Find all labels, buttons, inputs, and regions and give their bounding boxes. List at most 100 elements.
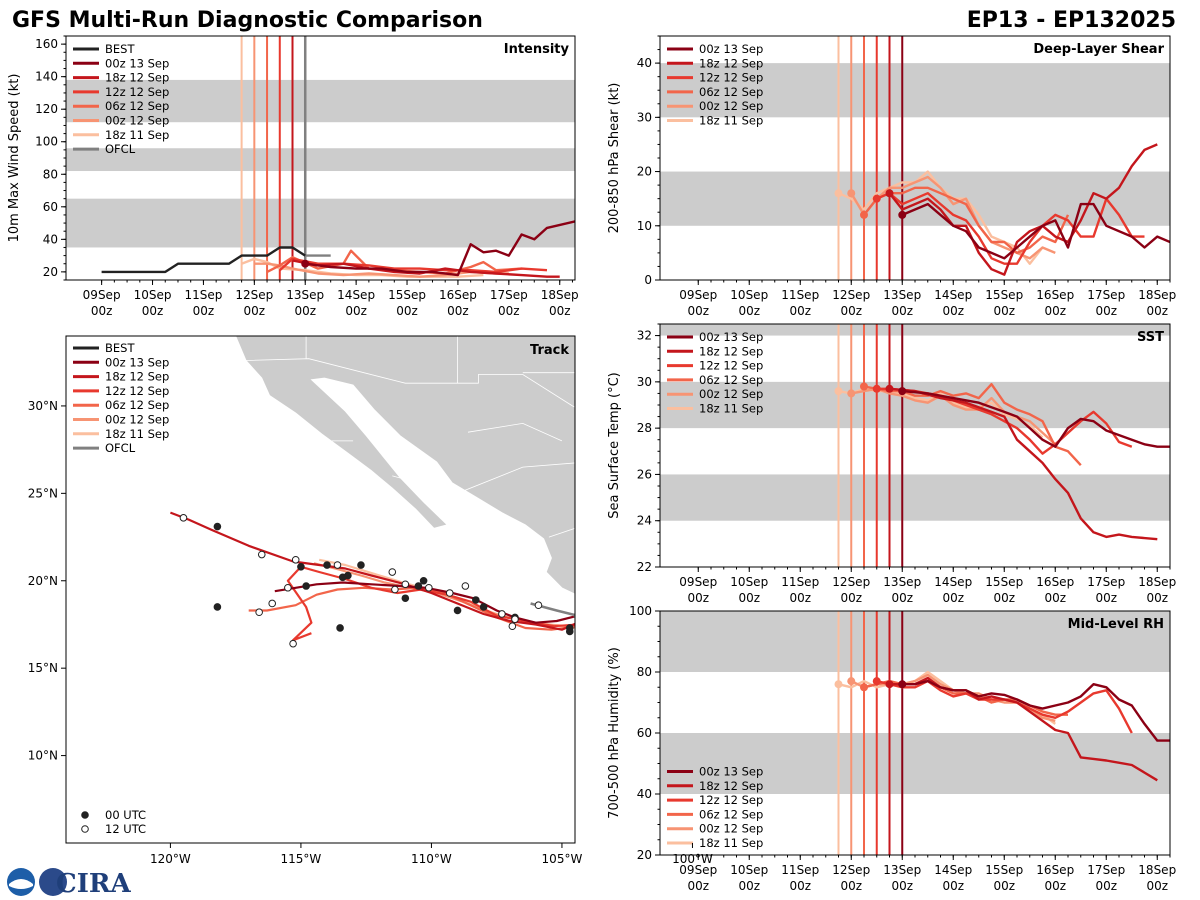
- sst-legend-item-00z-13-sep: 00z 13 Sep: [667, 330, 763, 344]
- sst-xtick-label: 15Sep: [985, 575, 1023, 589]
- rh-plot-area: [660, 611, 1170, 855]
- panel-shear: 0 10 20 30 40 09Sep 00z 10Sep 00z 11Sep 00z 12Sep 00…: [607, 35, 1176, 318]
- rh-series-00z-13-sep: [902, 679, 1170, 742]
- intensity-xtick-sublabel: 00z: [447, 304, 469, 318]
- shear-xtick-label: 11Sep: [781, 288, 819, 302]
- legend-label: 12z 12 Sep: [699, 793, 763, 807]
- track-marker-legend-12-utc: 12 UTC: [81, 822, 146, 836]
- track-marker-12-utc: [333, 561, 342, 569]
- sst-ytick-label: 32: [637, 329, 652, 343]
- rh-xtick-label: 16Sep: [1036, 863, 1074, 877]
- track-legend-item-18z-12-sep: 18z 12 Sep: [73, 370, 169, 384]
- shear-legend-item-18z-11-sep: 18z 11 Sep: [667, 114, 763, 128]
- panel-intensity: 20 40 60 80 100 120 140 160 09Sep 00z 10Sep 00z 11Se…: [7, 35, 579, 318]
- rh-legend-item-18z-12-sep: 18z 12 Sep: [667, 779, 763, 793]
- intensity-ytick-label: 40: [43, 232, 58, 246]
- intensity-xtick-sublabel: 00z: [345, 304, 367, 318]
- panel-rh: 20 40 60 80 100 09Sep 00z 10Sep 00z 11Sep 00z 12Sep…: [607, 604, 1176, 893]
- legend-label: OFCL: [105, 142, 136, 156]
- legend-label: 00z 13 Sep: [699, 42, 763, 56]
- intensity-xtick-sublabel: 00z: [142, 304, 164, 318]
- intensity-band-0: [66, 198, 575, 248]
- track-marker-12-utc: [642, 630, 649, 637]
- shear-start-marker-06z-12-sep: [860, 210, 868, 219]
- legend-label: 00z 12 Sep: [105, 114, 169, 128]
- sst-start-marker-00z-13-sep: [898, 387, 907, 396]
- track-legend-item-18z-11-sep: 18z 11 Sep: [73, 427, 169, 441]
- rh-series-18z-11-sep: [838, 670, 1057, 725]
- intensity-xtick-label: 18Sep: [541, 288, 579, 302]
- track-xtick-label: 100°W: [672, 852, 713, 866]
- track-map-area: [66, 336, 649, 648]
- track-marker-00-utc: [479, 603, 488, 611]
- rh-xtick-sublabel: 00z: [1044, 879, 1066, 893]
- shear-xtick-label: 14Sep: [934, 288, 972, 302]
- track-marker-12-utc: [289, 639, 297, 648]
- track-marker-00-utc: [419, 576, 428, 585]
- sst-xtick-sublabel: 00z: [1044, 591, 1066, 605]
- track-marker-12-utc: [284, 583, 292, 592]
- shear-xtick-label: 15Sep: [985, 288, 1023, 302]
- legend-label: 18z 12 Sep: [699, 56, 763, 70]
- rh-start-marker-00z-12-sep: [847, 677, 856, 686]
- track-marker-12-utc: [425, 583, 433, 592]
- shear-ytick-label: 30: [637, 110, 652, 124]
- intensity-xtick-sublabel: 00z: [498, 304, 520, 318]
- track-marker-legend-00-utc: 00 UTC: [81, 808, 146, 822]
- sst-xtick-label: 18Sep: [1138, 575, 1176, 589]
- sst-start-marker-12z-12-sep: [872, 384, 881, 393]
- intensity-xtick-sublabel: 00z: [549, 304, 571, 318]
- shear-plot-area: [660, 36, 1170, 280]
- track-marker-00-utc: [472, 596, 480, 604]
- rh-start-marker-18z-11-sep: [834, 680, 843, 689]
- intensity-ytick-label: 140: [35, 70, 58, 84]
- storm-id: EP13 - EP132025: [967, 8, 1176, 33]
- intensity-series-12z-12-sep: [279, 257, 548, 274]
- shear-xtick-sublabel: 00z: [1044, 304, 1066, 318]
- legend-label: 18z 12 Sep: [105, 71, 169, 85]
- marker-swatch: [81, 811, 89, 819]
- rh-xtick-label: 13Sep: [883, 863, 921, 877]
- sst-start-marker-00z-12-sep: [847, 389, 856, 398]
- legend-label: 06z 12 Sep: [105, 99, 169, 113]
- track-marker-12-utc: [461, 582, 470, 590]
- rh-xtick-label: 09Sep: [679, 863, 717, 877]
- rh-xtick-sublabel: 00z: [789, 879, 811, 893]
- track-panel-title: Track: [530, 343, 569, 358]
- intensity-ytick-label: 80: [43, 167, 58, 181]
- rh-band-1: [660, 611, 1170, 672]
- track-marker-00-utc: [213, 603, 222, 611]
- shear-ytick-label: 10: [637, 219, 652, 233]
- intensity-xtick-label: 17Sep: [490, 288, 528, 302]
- track-marker-12-utc: [291, 555, 300, 564]
- panel-sst: 22 24 26 28 30 32 09Sep 00z 10Sep 00z 11Sep 00z 12Se…: [607, 323, 1176, 605]
- intensity-legend-item-best: BEST: [73, 42, 135, 56]
- rh-ytick-label: 20: [637, 848, 652, 862]
- shear-xtick-label: 10Sep: [730, 288, 768, 302]
- border-line-6: [392, 462, 575, 494]
- shear-legend-item-00z-12-sep: 00z 12 Sep: [667, 99, 763, 113]
- sst-xtick-sublabel: 00z: [891, 591, 913, 605]
- sst-xtick-sublabel: 00z: [993, 591, 1015, 605]
- sst-legend-item-06z-12-sep: 06z 12 Sep: [667, 373, 763, 387]
- rh-start-marker-00z-13-sep: [898, 680, 907, 689]
- intensity-xtick-sublabel: 00z: [91, 304, 113, 318]
- rh-start-marker-12z-12-sep: [872, 677, 881, 686]
- noaa-wave-icon: [9, 879, 33, 889]
- shear-xtick-sublabel: 00z: [891, 304, 913, 318]
- track-ytick-label: 30°N: [28, 399, 58, 413]
- shear-legend-item-12z-12-sep: 12z 12 Sep: [667, 71, 763, 85]
- intensity-legend-item-06z-12-sep: 06z 12 Sep: [73, 99, 169, 113]
- sst-panel-title: SST: [1137, 330, 1164, 345]
- track-marker-00-utc: [297, 562, 305, 571]
- intensity-xtick-label: 14Sep: [337, 288, 375, 302]
- sst-xtick-label: 12Sep: [832, 575, 870, 589]
- track-legend-item-12z-12-sep: 12z 12 Sep: [73, 384, 169, 398]
- intensity-xtick-sublabel: 00z: [396, 304, 418, 318]
- shear-xtick-sublabel: 00z: [789, 304, 811, 318]
- shear-xtick-label: 12Sep: [832, 288, 870, 302]
- rh-series-18z-12-sep: [889, 676, 1158, 782]
- land-mass: [66, 336, 575, 595]
- shear-xtick-sublabel: 00z: [993, 304, 1015, 318]
